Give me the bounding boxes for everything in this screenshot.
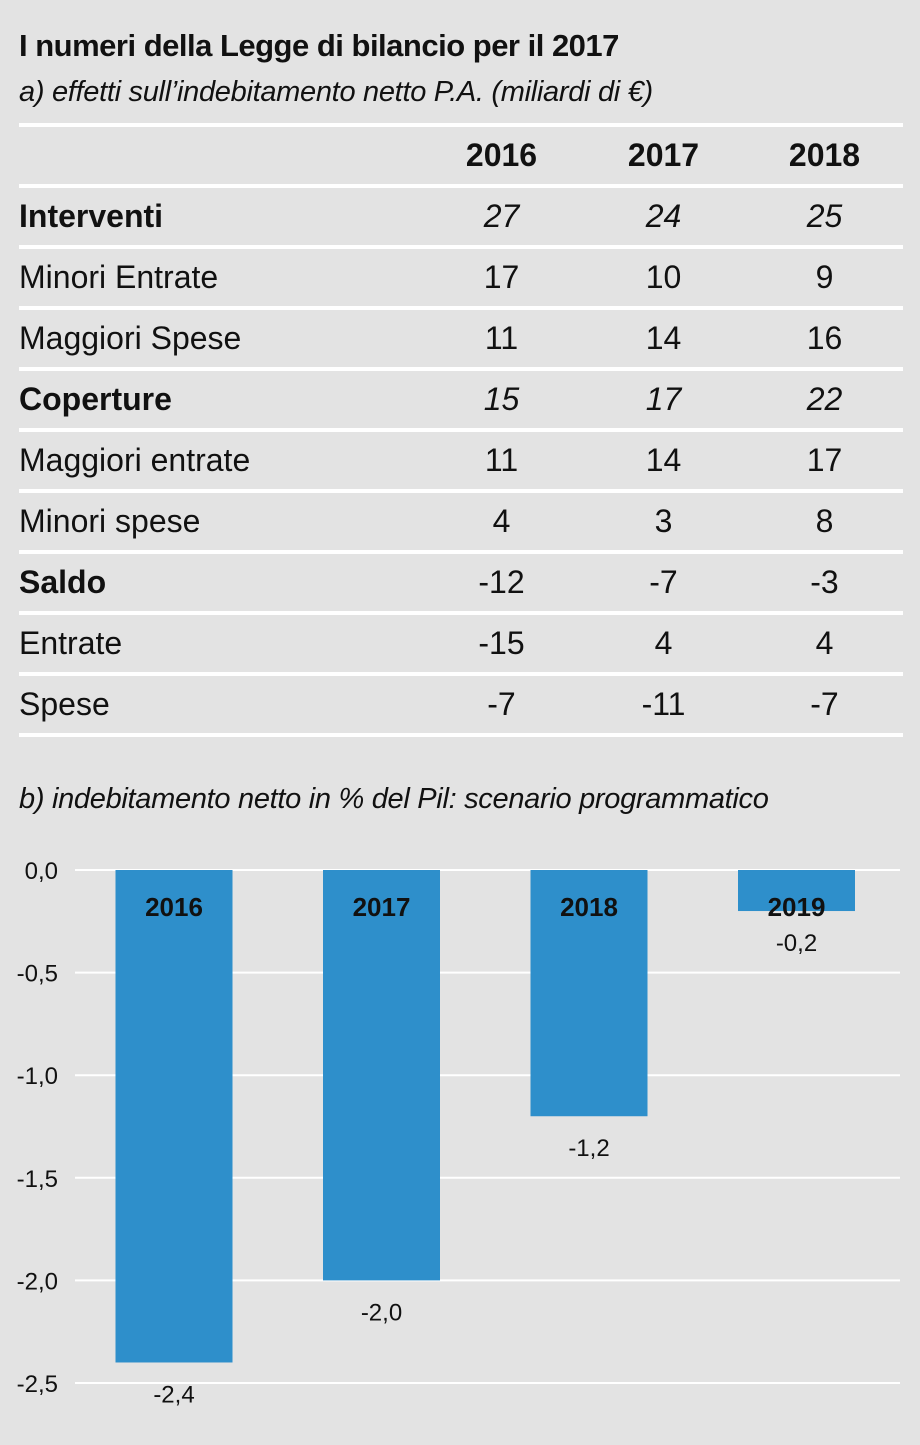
bar-value-label: -2,0 [361,1299,402,1326]
table-row: Entrate -15 4 4 [19,615,903,676]
table-cell: 24 [645,198,682,234]
bar-category-label: 2019 [768,892,826,922]
table-subtitle: a) effetti sull’indebitamento netto P.A.… [19,76,653,108]
row-label: Maggiori entrate [19,442,251,478]
table-cell: -7 [487,686,516,722]
table-cell: -7 [649,564,678,600]
table-cell: 9 [815,259,834,295]
bar-category-label: 2017 [353,892,411,922]
table-cell: -7 [810,686,839,722]
bar-value-label: -2,4 [153,1381,194,1408]
y-tick-label: -1,5 [17,1166,58,1193]
table-cell: -3 [810,564,839,600]
table-cell: 17 [806,442,843,478]
row-label: Minori Entrate [19,259,219,295]
table-cell: 17 [645,381,682,417]
y-tick-label: -1,0 [17,1063,58,1090]
column-header: 2018 [788,137,861,173]
bar-value-label: -0,2 [776,930,817,957]
y-tick-label: -2,5 [17,1371,58,1398]
bar-category-label: 2018 [560,892,618,922]
chart-title: I numeri della Legge di bilancio per il … [19,28,619,63]
bar [115,870,233,1363]
column-header: 2016 [465,137,538,173]
table-row: Minori spese 4 3 8 [19,493,903,554]
bar [738,870,855,912]
table-cell: 8 [815,503,834,539]
table-cell: 17 [483,259,520,295]
table-cell: 22 [806,381,843,417]
table-cell: -11 [641,686,686,722]
table-row: Maggiori entrate 11 14 17 [19,432,903,493]
table-cell: 4 [492,503,511,539]
chart-subtitle: b) indebitamento netto in % del Pil: sce… [19,783,769,815]
bar-value-label: -1,2 [568,1135,609,1162]
table-cell: 3 [654,503,673,539]
table-header-row: 2016 2017 2018 [19,127,903,188]
table-row: Spese -7 -11 -7 [19,676,903,737]
bar [530,870,648,1117]
table-cell: 10 [645,259,682,295]
table-cell: -12 [478,564,525,600]
column-header: 2017 [627,137,700,173]
y-tick-label: 0,0 [25,858,58,885]
table-cell: 4 [654,625,673,661]
table-row: Coperture 15 17 22 [19,371,903,432]
table-cell: 25 [806,198,843,234]
budget-table: 2016 2017 2018 Interventi 27 24 25 Minori En… [19,123,903,737]
table-cell: -15 [478,625,525,661]
row-label: Coperture [19,381,172,417]
table-row: Maggiori Spese 11 14 16 [19,310,903,371]
bar [323,870,440,1281]
table-cell: 14 [645,320,682,356]
row-label: Spese [19,686,110,722]
bar-category-label: 2016 [145,892,203,922]
row-label: Maggiori Spese [19,320,242,356]
table-cell: 15 [483,381,520,417]
row-label: Minori spese [19,503,201,539]
row-label: Saldo [19,564,107,600]
table-cell: 14 [645,442,682,478]
table-row: Interventi 27 24 25 [19,188,903,249]
table-cell: 4 [815,625,834,661]
bar-chart: 0,0 -0,5 -1,0 -1,5 -2,0 -2,5 2016 -2,4 2017 -2,0 2… [17,858,900,1408]
table-cell: 11 [484,442,519,478]
table-row: Minori Entrate 17 10 9 [19,249,903,310]
table-cell: 11 [484,320,519,356]
table-row: Saldo -12 -7 -3 [19,554,903,615]
table-cell: 27 [483,198,520,234]
y-tick-label: -2,0 [17,1268,58,1295]
table-cell: 16 [806,320,843,356]
row-label: Entrate [19,625,123,661]
y-tick-label: -0,5 [17,961,58,988]
row-label: Interventi [19,198,164,234]
